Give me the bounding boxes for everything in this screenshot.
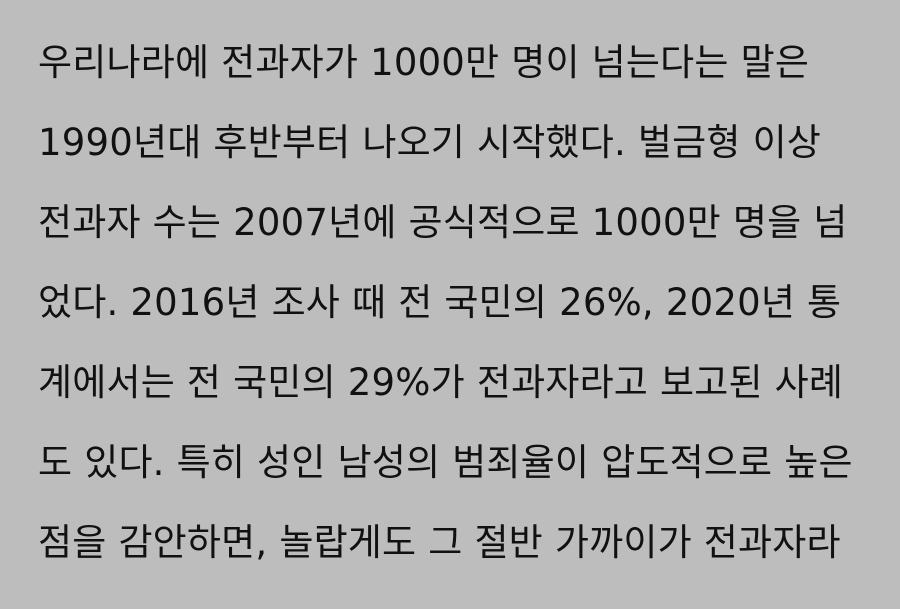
text-line: 점을 감안하면, 놀랍게도 그 절반 가까이가 전과자라: [38, 521, 841, 564]
text-line: 계에서는 전 국민의 29%가 전과자라고 보고된 사례: [38, 361, 844, 404]
text-line: 1990년대 후반부터 나오기 시작했다. 벌금형 이상: [38, 121, 822, 164]
text-line: 우리나라에 전과자가 1000만 명이 넘는다는 말은: [38, 41, 810, 84]
text-line: 었다. 2016년 조사 때 전 국민의 26%, 2020년 통: [38, 281, 842, 324]
text-line: 도 있다. 특히 성인 남성의 범죄율이 압도적으로 높은: [38, 441, 853, 484]
article-text: 우리나라에 전과자가 1000만 명이 넘는다는 말은 1990년대 후반부터 …: [38, 38, 888, 598]
text-line: 전과자 수는 2007년에 공식적으로 1000만 명을 넘: [38, 201, 848, 244]
